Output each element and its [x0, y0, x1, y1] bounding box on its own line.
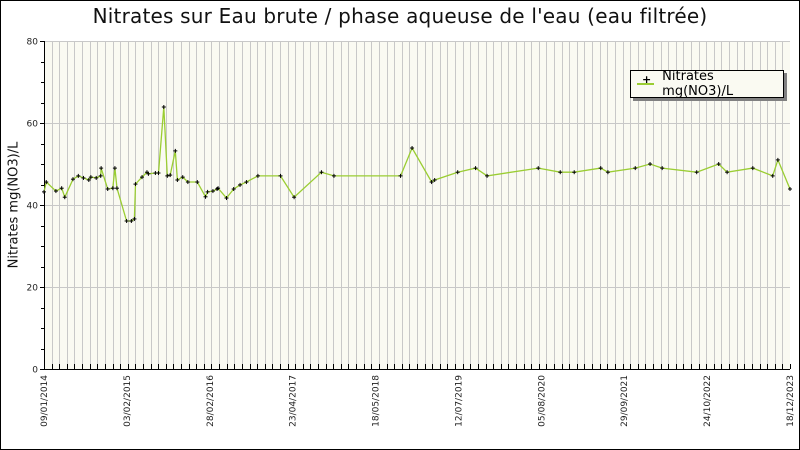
x-axis-ticks: 09/01/2014 03/02/2015 28/02/2016 23/04/2017… — [40, 364, 796, 427]
svg-text:60: 60 — [27, 120, 39, 130]
legend-label: Nitrates mg(NO3)/L — [662, 69, 734, 99]
svg-text:28/02/2016: 28/02/2016 — [206, 375, 216, 427]
svg-text:40: 40 — [27, 202, 39, 212]
horizontal-gridlines — [44, 41, 790, 288]
svg-text:24/10/2022: 24/10/2022 — [703, 375, 713, 427]
svg-text:09/01/2014: 09/01/2014 — [40, 375, 50, 427]
series-markers — [42, 105, 792, 223]
svg-text:03/02/2015: 03/02/2015 — [123, 375, 133, 427]
chart-title: Nitrates sur Eau brute / phase aqueuse d… — [92, 4, 708, 28]
svg-text:29/09/2021: 29/09/2021 — [620, 375, 630, 427]
series-line-nitrates — [43, 106, 791, 222]
y-axis-ticks: 0 20 40 60 80 — [27, 38, 44, 376]
svg-text:18/12/2023: 18/12/2023 — [786, 375, 796, 427]
svg-text:12/07/2019: 12/07/2019 — [454, 375, 464, 427]
svg-text:80: 80 — [27, 38, 39, 48]
legend-line-marker-icon — [637, 73, 655, 89]
svg-text:18/05/2018: 18/05/2018 — [372, 375, 382, 427]
axes — [44, 41, 790, 370]
svg-text:20: 20 — [27, 284, 39, 294]
svg-text:05/08/2020: 05/08/2020 — [537, 375, 547, 427]
svg-text:23/04/2017: 23/04/2017 — [289, 375, 299, 427]
legend: Nitrates mg(NO3)/L — [630, 69, 784, 99]
svg-text:0: 0 — [32, 366, 38, 376]
